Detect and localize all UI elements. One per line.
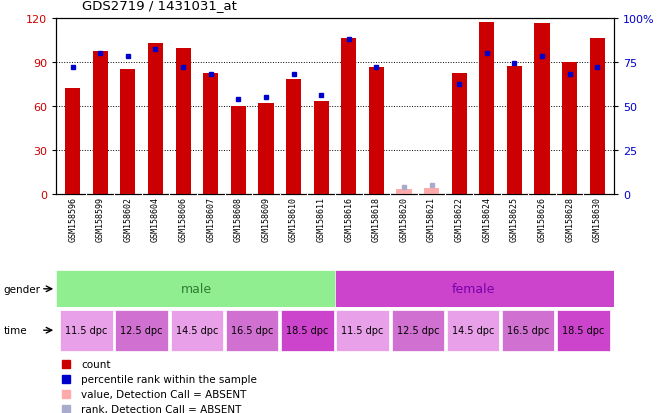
Bar [391,310,444,351]
Bar [589,39,605,194]
Bar [231,106,246,194]
Bar [176,49,191,194]
Text: GSM158604: GSM158604 [151,197,160,241]
Bar [120,70,135,194]
Bar [92,52,108,194]
Text: GSM158624: GSM158624 [482,197,491,241]
Text: percentile rank within the sample: percentile rank within the sample [81,374,257,384]
Bar [397,190,412,194]
Text: time: time [3,325,27,335]
Text: 16.5 dpc: 16.5 dpc [507,325,549,335]
Text: GSM158621: GSM158621 [427,197,436,241]
Text: GSM158628: GSM158628 [565,197,574,241]
Text: 12.5 dpc: 12.5 dpc [397,325,439,335]
Bar [502,310,554,351]
Bar [258,103,273,194]
Text: 16.5 dpc: 16.5 dpc [231,325,273,335]
Text: GSM158626: GSM158626 [537,197,546,241]
Text: GSM158599: GSM158599 [96,197,105,241]
Text: GSM158616: GSM158616 [345,197,353,241]
Text: count: count [81,359,111,369]
Text: GSM158596: GSM158596 [68,197,77,241]
Bar [226,310,279,351]
Text: 11.5 dpc: 11.5 dpc [341,325,383,335]
Bar [369,68,384,194]
Bar [337,310,389,351]
Text: GSM158618: GSM158618 [372,197,381,241]
Text: 12.5 dpc: 12.5 dpc [120,325,163,335]
Text: GSM158602: GSM158602 [123,197,133,241]
Bar [424,188,439,194]
Text: male: male [182,282,213,296]
Bar [115,310,168,351]
Text: GSM158607: GSM158607 [206,197,215,241]
Text: 14.5 dpc: 14.5 dpc [452,325,494,335]
Bar [507,67,522,194]
Bar [479,23,494,194]
Bar [562,62,578,194]
Text: 14.5 dpc: 14.5 dpc [176,325,218,335]
Bar [557,310,610,351]
Text: GSM158606: GSM158606 [179,197,187,241]
Text: 18.5 dpc: 18.5 dpc [562,325,605,335]
Text: rank, Detection Call = ABSENT: rank, Detection Call = ABSENT [81,404,242,413]
Bar [148,43,163,194]
Bar [171,310,223,351]
Bar [341,39,356,194]
Text: GSM158611: GSM158611 [317,197,325,241]
Bar [535,24,550,194]
Bar [286,80,301,194]
Bar [447,310,499,351]
Text: GSM158625: GSM158625 [510,197,519,241]
Bar [60,310,113,351]
Bar [451,74,467,194]
Text: GSM158608: GSM158608 [234,197,243,241]
Text: gender: gender [3,284,40,294]
Text: female: female [451,282,495,296]
Bar [281,310,333,351]
Text: GDS2719 / 1431031_at: GDS2719 / 1431031_at [82,0,238,12]
Text: GSM158620: GSM158620 [399,197,409,241]
Text: GSM158610: GSM158610 [289,197,298,241]
Text: value, Detection Call = ABSENT: value, Detection Call = ABSENT [81,389,247,399]
Text: GSM158622: GSM158622 [455,197,464,241]
Bar [203,74,218,194]
Bar [314,102,329,194]
Text: 18.5 dpc: 18.5 dpc [286,325,329,335]
Text: GSM158609: GSM158609 [261,197,271,241]
Text: 11.5 dpc: 11.5 dpc [65,325,108,335]
Bar [65,89,81,194]
Text: GSM158630: GSM158630 [593,197,602,241]
